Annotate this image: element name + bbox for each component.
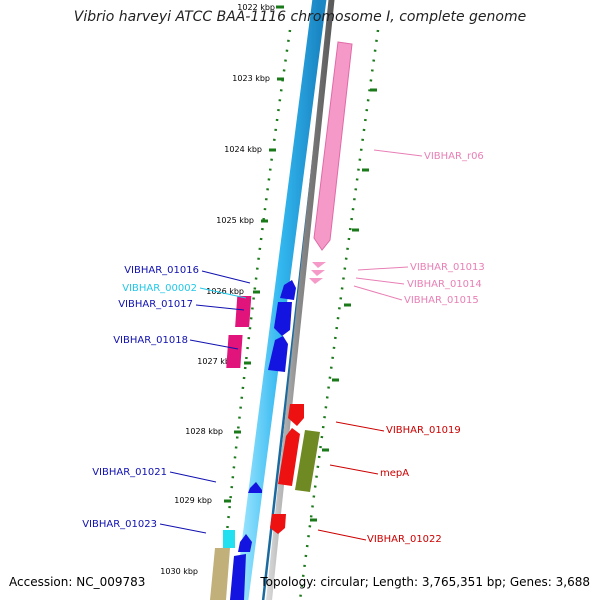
gene-label[interactable]: VIBHAR_01017 [118,299,193,310]
gene-label[interactable]: VIBHAR_r06 [424,151,484,162]
gene-label[interactable]: VIBHAR_01015 [404,295,479,306]
trna-feature-3 [309,278,323,284]
leader-line [329,464,379,475]
cds-blue [280,280,296,300]
cds-blue [230,554,246,600]
gene-label[interactable]: VIBHAR_01021 [92,467,167,478]
ruler-label: 1022 kbp [237,3,275,12]
cds-blue [268,336,288,372]
ruler-label: 1030 kbp [160,567,198,576]
trna-magenta [235,296,252,327]
leader-lines [159,149,423,541]
leader-line [353,285,403,301]
backbone-forward [233,0,327,605]
leader-line [195,304,245,311]
genome-summary-text: Topology: circular; Length: 3,765,351 bp… [260,575,590,589]
leader-line [169,471,217,483]
cds-blue [274,302,292,336]
trna-feature-2 [311,270,325,276]
trna-magenta [226,335,243,368]
leader-line [373,149,423,157]
gene-label[interactable]: VIBHAR_01023 [82,519,157,530]
ruler-label: 1024 kbp [224,145,262,154]
gene-label[interactable]: VIBHAR_00002 [122,283,197,294]
gene-label[interactable]: VIBHAR_01013 [410,262,485,273]
accession-text: Accession: NC_009783 [9,575,146,589]
gene-label[interactable]: mepA [380,468,409,479]
gene-label[interactable]: VIBHAR_01016 [124,265,199,276]
cds-red [288,404,304,426]
ruler-label: 1025 kbp [216,216,254,225]
cds-blue [248,482,262,493]
leader-line [201,270,251,284]
cds-blue [238,534,252,552]
leader-line [159,523,207,534]
misc-feature-tan [210,548,230,600]
leader-line [189,339,239,350]
gene-label[interactable]: VIBHAR_01019 [386,425,461,436]
leader-line [335,421,385,432]
trna-feature-1 [312,262,326,268]
gene-label[interactable]: VIBHAR_01018 [113,335,188,346]
olive-feature [295,430,320,492]
leader-line [357,266,409,271]
outer-track-left [218,29,292,601]
rrna-feature [313,41,353,251]
leader-line [317,529,367,541]
leader-line [355,277,405,285]
ruler-label: 1029 kbp [174,496,212,505]
gene-labels: VIBHAR_r06 VIBHAR_01013 VIBHAR_01014 VIB… [82,151,485,545]
gene-label[interactable]: VIBHAR_01014 [407,279,482,290]
gene-label[interactable]: VIBHAR_01022 [367,534,442,545]
outer-track-right [298,29,380,601]
ruler-label: 1026 kbp [206,287,244,296]
misc-feature [223,530,235,548]
map-title: Vibrio harveyi ATCC BAA-1116 chromosome … [73,9,527,25]
ruler-label: 1028 kbp [185,427,223,436]
cds-red [270,514,286,534]
cds-red [278,428,300,486]
ruler-label: 1027 kbp [197,357,235,366]
leader-line [199,287,247,299]
ruler-label: 1023 kbp [232,74,270,83]
